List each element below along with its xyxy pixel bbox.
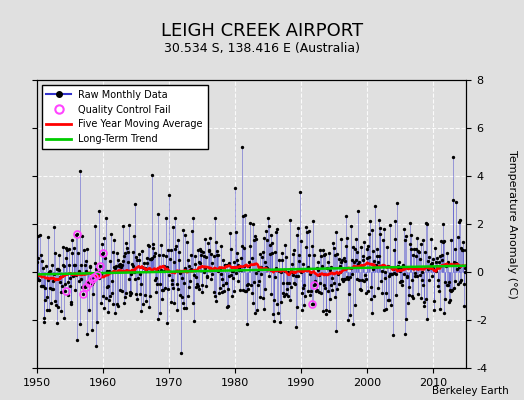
Text: LEIGH CREEK AIRPORT: LEIGH CREEK AIRPORT	[161, 22, 363, 40]
Text: Berkeley Earth: Berkeley Earth	[432, 386, 508, 396]
Y-axis label: Temperature Anomaly (°C): Temperature Anomaly (°C)	[507, 150, 517, 298]
Legend: Raw Monthly Data, Quality Control Fail, Five Year Moving Average, Long-Term Tren: Raw Monthly Data, Quality Control Fail, …	[41, 85, 208, 149]
Text: 30.534 S, 138.416 E (Australia): 30.534 S, 138.416 E (Australia)	[164, 42, 360, 55]
